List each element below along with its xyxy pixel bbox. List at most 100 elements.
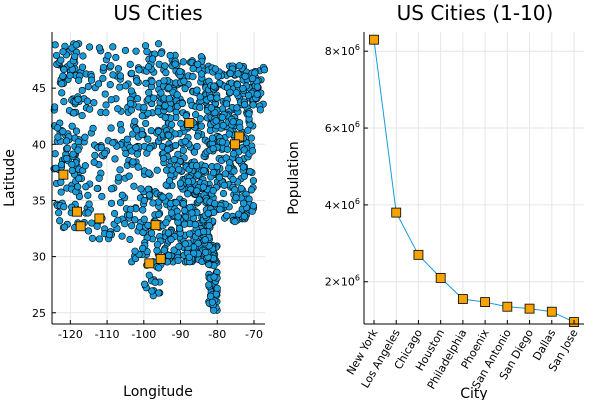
city-point [139, 206, 147, 214]
city-point [57, 188, 65, 196]
city-point [115, 173, 123, 182]
city-point [246, 167, 254, 176]
city-point [140, 103, 148, 111]
city-point [107, 96, 115, 104]
city-point [128, 69, 136, 77]
city-point [91, 151, 99, 159]
city-point [160, 154, 168, 162]
city-point [95, 174, 103, 182]
city-point [171, 60, 179, 68]
city-point [229, 175, 237, 183]
city-point [54, 133, 62, 141]
city-point [181, 137, 189, 145]
line-ytick-label: 4×106 [325, 197, 360, 212]
city-point [212, 117, 220, 125]
city-point [209, 187, 217, 195]
city-point [195, 196, 203, 204]
city-point [220, 181, 228, 189]
city-point [132, 143, 140, 152]
city-point [84, 227, 93, 235]
city-point [63, 144, 71, 152]
city-point [165, 95, 173, 103]
scatter-xtick-label: -70 [245, 328, 263, 341]
city-point [140, 196, 148, 205]
city-point [193, 142, 201, 151]
city-point [179, 200, 188, 208]
line-markers [369, 34, 579, 327]
line-grid [364, 32, 584, 324]
city-point [52, 51, 61, 60]
city-point [209, 145, 217, 153]
city-point [116, 83, 124, 91]
city-point [141, 42, 150, 50]
line-title: US Cities (1-10) [397, 1, 554, 25]
city-point [241, 72, 249, 80]
city-point [72, 41, 80, 49]
city-point [225, 130, 233, 138]
city-point [84, 209, 92, 217]
city-point [175, 242, 183, 251]
city-point [110, 209, 119, 218]
city-point [201, 236, 209, 244]
city-point [199, 227, 208, 236]
city-point [85, 200, 93, 208]
city-point [232, 89, 241, 97]
city-point [200, 167, 208, 175]
city-point [145, 63, 153, 71]
population-marker [502, 301, 513, 312]
city-point [170, 246, 178, 254]
city-point [202, 248, 210, 256]
city-point [260, 66, 269, 74]
city-point [57, 161, 66, 169]
city-point [143, 48, 151, 56]
city-point [74, 146, 82, 154]
population-marker [524, 303, 535, 314]
city-point [208, 298, 216, 306]
city-point [155, 210, 163, 219]
city-point [118, 232, 126, 240]
city-point [249, 202, 258, 210]
city-point [155, 264, 163, 272]
city-point [109, 139, 117, 147]
city-point [172, 199, 180, 207]
city-point [130, 182, 138, 190]
city-point [218, 138, 226, 146]
city-point [159, 193, 167, 201]
city-point [213, 94, 221, 102]
city-point [192, 162, 201, 170]
city-point [184, 178, 192, 186]
top-city-point [229, 139, 240, 150]
city-point [165, 177, 174, 185]
city-point [131, 247, 139, 255]
city-point [62, 137, 71, 145]
city-point [154, 40, 163, 48]
city-point [104, 51, 112, 60]
city-point [213, 284, 221, 292]
scatter-points [50, 40, 269, 314]
city-point [174, 213, 182, 221]
scatter-ytick-label: 45 [32, 82, 46, 95]
city-point [101, 149, 109, 157]
city-point [63, 154, 71, 163]
city-point [209, 169, 218, 177]
city-point [131, 216, 139, 224]
city-point [145, 169, 153, 177]
city-point [141, 280, 149, 288]
city-point [82, 183, 90, 191]
city-point [164, 145, 172, 153]
city-point [105, 231, 114, 239]
city-point [248, 147, 257, 155]
city-point [116, 199, 125, 207]
city-point [93, 222, 101, 230]
city-point [166, 51, 174, 60]
city-point [74, 95, 82, 103]
line-chart: US Cities (1-10) 2×1064×1066×1068×106New… [286, 1, 584, 400]
city-point [59, 48, 67, 56]
city-point [70, 109, 78, 117]
city-point [164, 229, 172, 237]
city-point [256, 106, 264, 114]
city-point [51, 41, 59, 49]
city-point [253, 83, 262, 91]
city-point [194, 171, 202, 179]
